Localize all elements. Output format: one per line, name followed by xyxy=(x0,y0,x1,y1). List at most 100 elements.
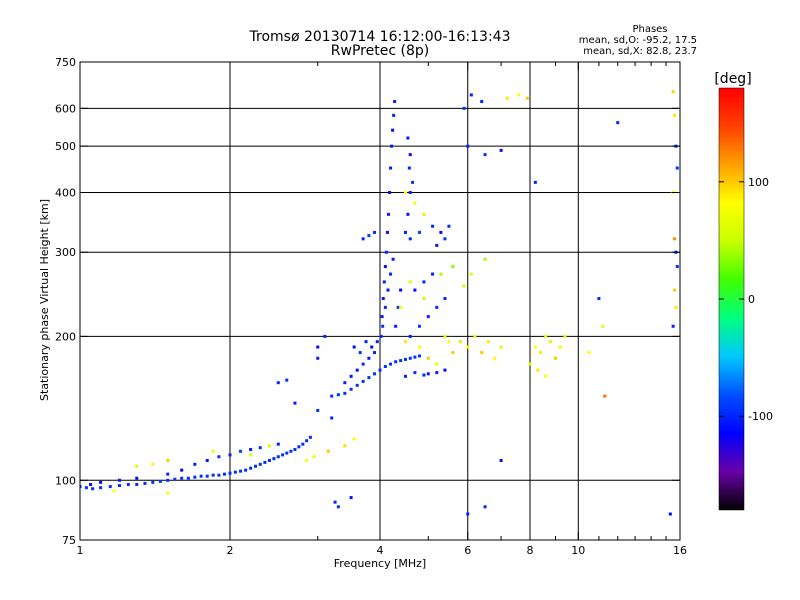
data-point xyxy=(408,237,412,241)
data-point xyxy=(403,357,407,361)
data-point xyxy=(370,345,374,349)
data-point xyxy=(480,100,484,104)
data-point xyxy=(558,345,562,349)
data-point xyxy=(108,485,112,489)
data-point xyxy=(439,230,443,234)
data-point xyxy=(193,462,197,466)
data-point xyxy=(553,356,557,360)
y-tick-labels: 75 100 200 300 400 500 600 750 xyxy=(55,56,76,547)
data-point xyxy=(358,351,362,355)
data-point xyxy=(435,371,439,375)
data-point xyxy=(336,393,340,397)
colorbar-tick-label: 100 xyxy=(748,176,769,189)
data-point xyxy=(211,449,215,453)
data-point xyxy=(375,340,379,344)
data-point xyxy=(308,435,312,439)
x-tick-label: 10 xyxy=(571,544,585,557)
data-point xyxy=(352,437,356,441)
data-point xyxy=(323,334,327,338)
data-point xyxy=(316,408,320,412)
data-point xyxy=(384,250,388,254)
colorbar-label: [deg] xyxy=(714,71,751,87)
data-point xyxy=(391,257,395,261)
data-point xyxy=(143,481,147,485)
data-point xyxy=(380,315,384,319)
colorbar-ticks: 100 0 -100 xyxy=(719,176,773,423)
data-point xyxy=(525,96,529,100)
data-point xyxy=(253,464,257,468)
chart-subtitle: RwPretec (8p) xyxy=(331,43,429,59)
data-point xyxy=(603,394,607,398)
data-point xyxy=(89,482,93,486)
data-point xyxy=(267,444,271,448)
data-point xyxy=(193,475,197,479)
data-point xyxy=(443,297,447,301)
data-point xyxy=(389,166,393,170)
data-point xyxy=(239,469,243,473)
data-point xyxy=(135,476,139,480)
data-point xyxy=(367,376,371,380)
chart-title: Tromsø 20130714 16:12:00-16:13:43 xyxy=(249,29,511,45)
y-tick-label: 750 xyxy=(55,56,76,69)
data-point xyxy=(458,340,462,344)
y-tick-label: 500 xyxy=(55,140,76,153)
data-point xyxy=(117,484,121,488)
data-point xyxy=(151,480,155,484)
data-point xyxy=(276,381,280,385)
data-point xyxy=(297,445,301,449)
data-point xyxy=(180,476,184,480)
x-tick-label: 1 xyxy=(77,544,84,557)
data-point xyxy=(673,113,677,117)
data-point xyxy=(361,362,365,366)
phases-o-stats: mean, sd,O: -95.2, 17.5 xyxy=(579,35,697,46)
data-point xyxy=(276,455,280,459)
colorbar-tick-label: -100 xyxy=(748,410,773,423)
data-point xyxy=(389,272,393,276)
data-point xyxy=(616,121,620,125)
data-point xyxy=(267,458,271,462)
data-point xyxy=(117,478,121,482)
data-point xyxy=(364,340,368,344)
data-point xyxy=(408,334,412,338)
y-tick-label: 200 xyxy=(55,330,76,343)
data-point xyxy=(352,345,356,349)
data-point xyxy=(403,230,407,234)
data-point xyxy=(316,356,320,360)
data-point xyxy=(263,460,267,464)
data-point xyxy=(383,305,387,309)
data-point xyxy=(469,272,473,276)
phases-heading: Phases xyxy=(632,24,667,35)
data-point xyxy=(466,512,470,516)
data-point xyxy=(408,356,412,360)
data-point xyxy=(505,96,509,100)
data-point xyxy=(355,383,359,387)
data-point xyxy=(393,100,397,104)
data-point xyxy=(385,230,389,234)
data-point xyxy=(305,439,309,443)
data-point xyxy=(249,453,253,457)
data-point xyxy=(533,345,537,349)
data-point xyxy=(386,212,390,216)
data-point xyxy=(135,464,139,468)
data-point xyxy=(326,449,330,453)
phases-x-stats: mean, sd,X: 82.8, 23.7 xyxy=(583,46,697,57)
data-point xyxy=(533,180,537,184)
data-point xyxy=(480,351,484,355)
data-point xyxy=(406,212,410,216)
data-point xyxy=(233,470,237,474)
data-point xyxy=(381,324,385,328)
data-point xyxy=(349,496,353,500)
data-points xyxy=(80,90,679,516)
data-point xyxy=(228,471,232,475)
data-point xyxy=(499,345,503,349)
data-point xyxy=(587,351,591,355)
data-point xyxy=(336,505,340,509)
data-point xyxy=(439,272,443,276)
data-point xyxy=(435,362,439,366)
data-point xyxy=(166,491,170,495)
data-point xyxy=(349,374,353,378)
data-point xyxy=(399,305,403,309)
data-point xyxy=(417,230,421,234)
data-point xyxy=(84,486,88,490)
